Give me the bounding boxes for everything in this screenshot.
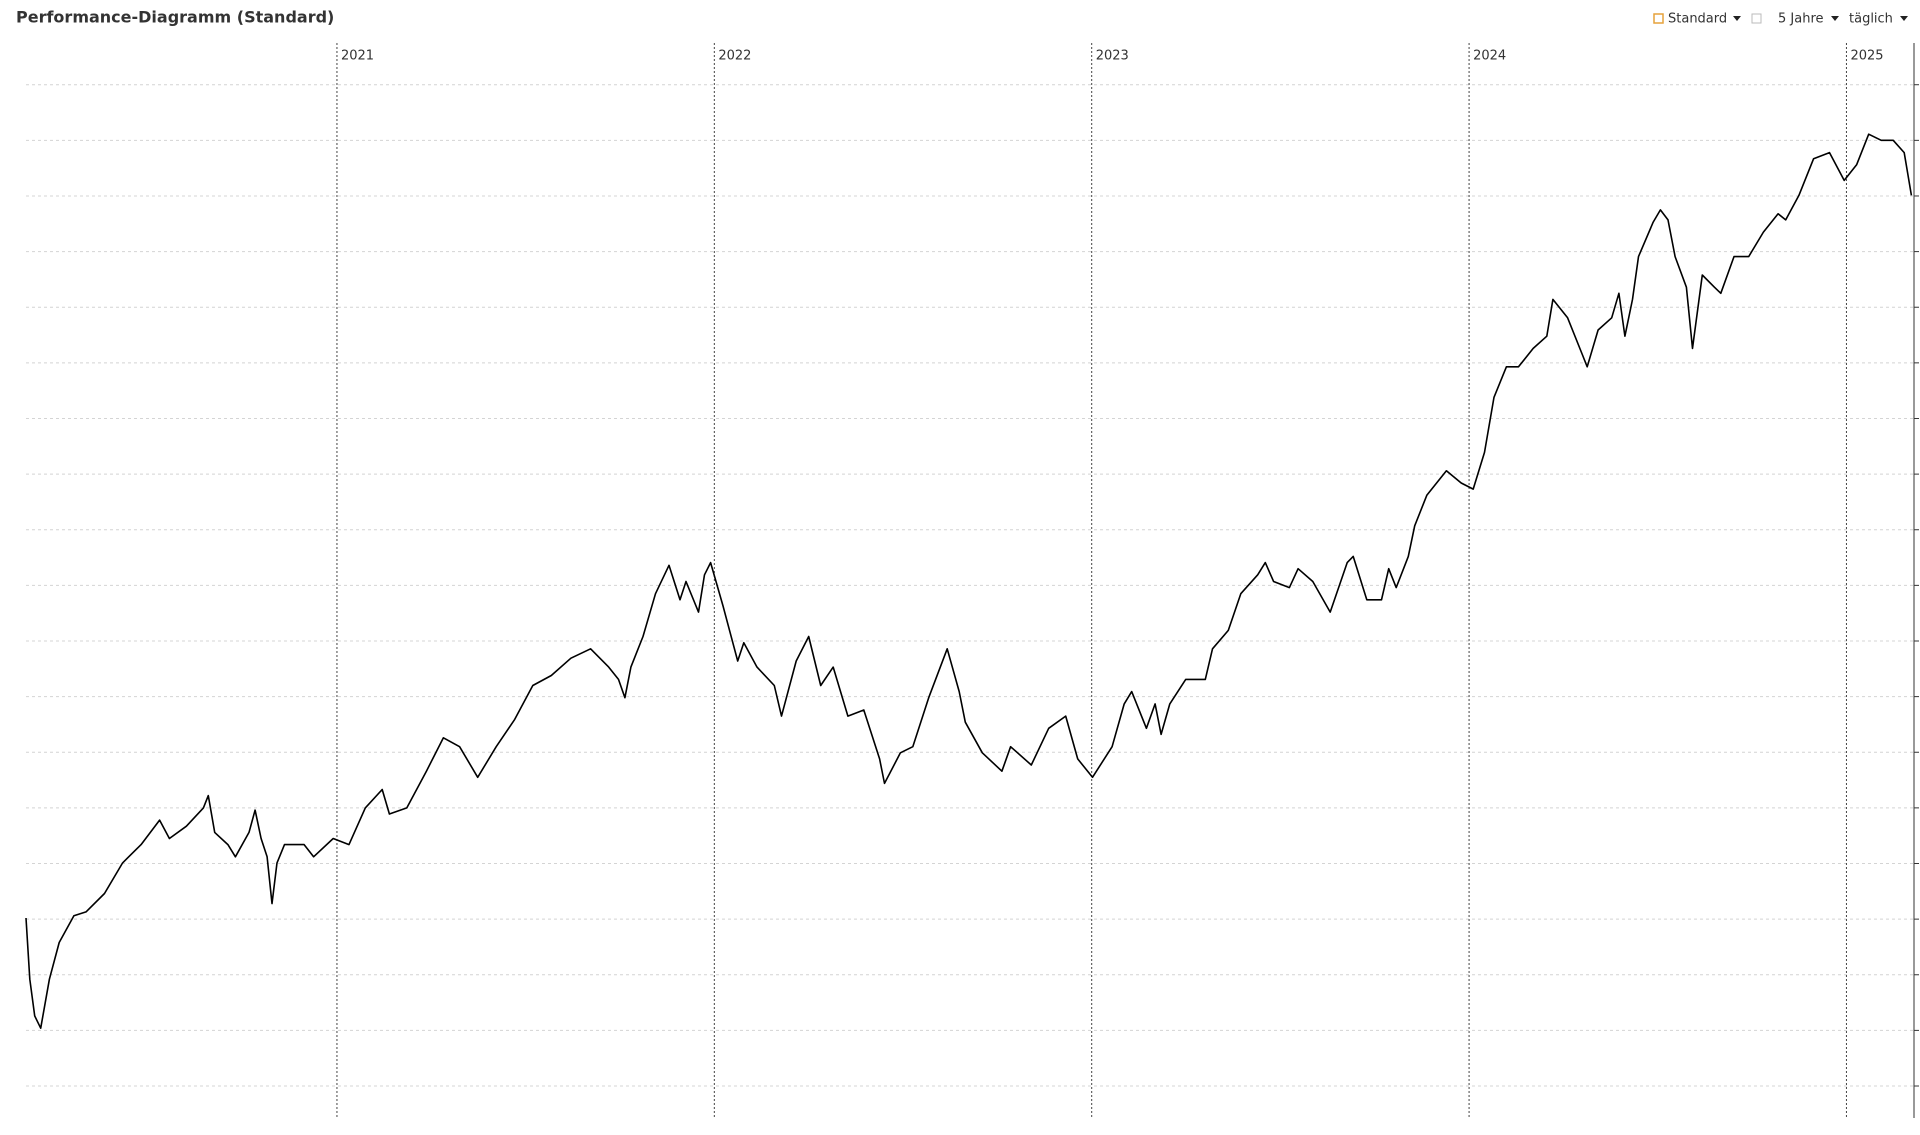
plot-area: 2021 2022 2023 2024 2025 xyxy=(25,43,1919,1118)
x-tick-label: 2022 xyxy=(718,49,751,64)
control[interactable]: 5 Jahre xyxy=(1778,12,1824,27)
icon xyxy=(1751,13,1762,24)
x-tick-label: 2025 xyxy=(1850,49,1883,64)
x-tick-label: 2021 xyxy=(341,49,374,64)
price-line xyxy=(25,133,1913,1029)
control[interactable]: täglich xyxy=(1849,12,1893,27)
x-tick-label: 2024 xyxy=(1473,49,1506,64)
icon xyxy=(1653,13,1664,24)
dropdown-arrow[interactable] xyxy=(1900,16,1908,21)
dropdown-arrow[interactable] xyxy=(1831,16,1839,21)
control[interactable]: Standard xyxy=(1668,12,1727,27)
page-title: Performance-Diagramm (Standard) xyxy=(16,8,334,27)
x-tick-label: 2023 xyxy=(1096,49,1129,64)
dropdown-arrow[interactable] xyxy=(1733,16,1741,21)
